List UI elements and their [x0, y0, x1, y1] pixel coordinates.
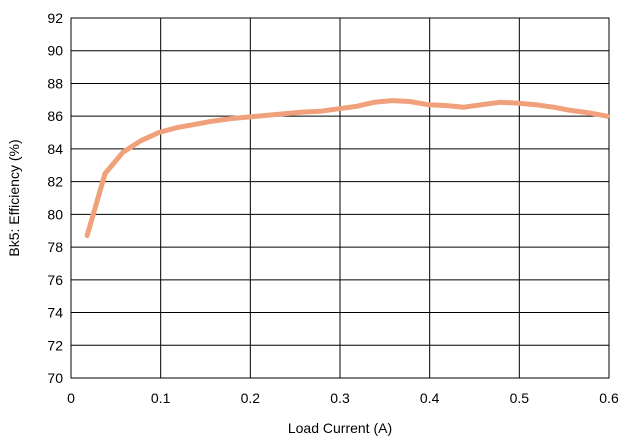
- y-tick-label: 74: [47, 305, 63, 321]
- x-tick-labels: 0 0.1 0.2 0.3 0.4 0.5 0.6: [67, 390, 619, 406]
- y-axis-title: Bk5: Efficiency (%): [6, 139, 22, 256]
- y-tick-label: 80: [47, 206, 63, 222]
- x-tick-label: 0.6: [599, 390, 619, 406]
- y-tick-label: 82: [47, 174, 63, 190]
- x-tick-label: 0.2: [241, 390, 261, 406]
- x-tick-label: 0.1: [151, 390, 171, 406]
- x-tick-label: 0: [67, 390, 75, 406]
- y-tick-label: 76: [47, 272, 63, 288]
- plot-area-border: [70, 17, 610, 379]
- y-tick-label: 90: [47, 43, 63, 59]
- x-tick-label: 0.5: [510, 390, 530, 406]
- y-tick-label: 70: [47, 370, 63, 386]
- y-tick-label: 72: [47, 337, 63, 353]
- x-tick-label: 0.4: [420, 390, 440, 406]
- y-tick-label: 78: [47, 239, 63, 255]
- grid: [70, 17, 610, 379]
- x-tick-label: 0.3: [330, 390, 350, 406]
- series-line-0: [84, 98, 610, 239]
- y-tick-label: 86: [47, 108, 63, 124]
- series-layer: [84, 98, 610, 239]
- y-tick-label: 92: [47, 10, 63, 26]
- y-tick-label: 84: [47, 141, 63, 157]
- y-tick-labels: 70 72 74 76 78 80 82 84 86 88 90 92: [47, 10, 63, 386]
- x-axis-title: Load Current (A): [288, 420, 392, 436]
- y-tick-label: 88: [47, 75, 63, 91]
